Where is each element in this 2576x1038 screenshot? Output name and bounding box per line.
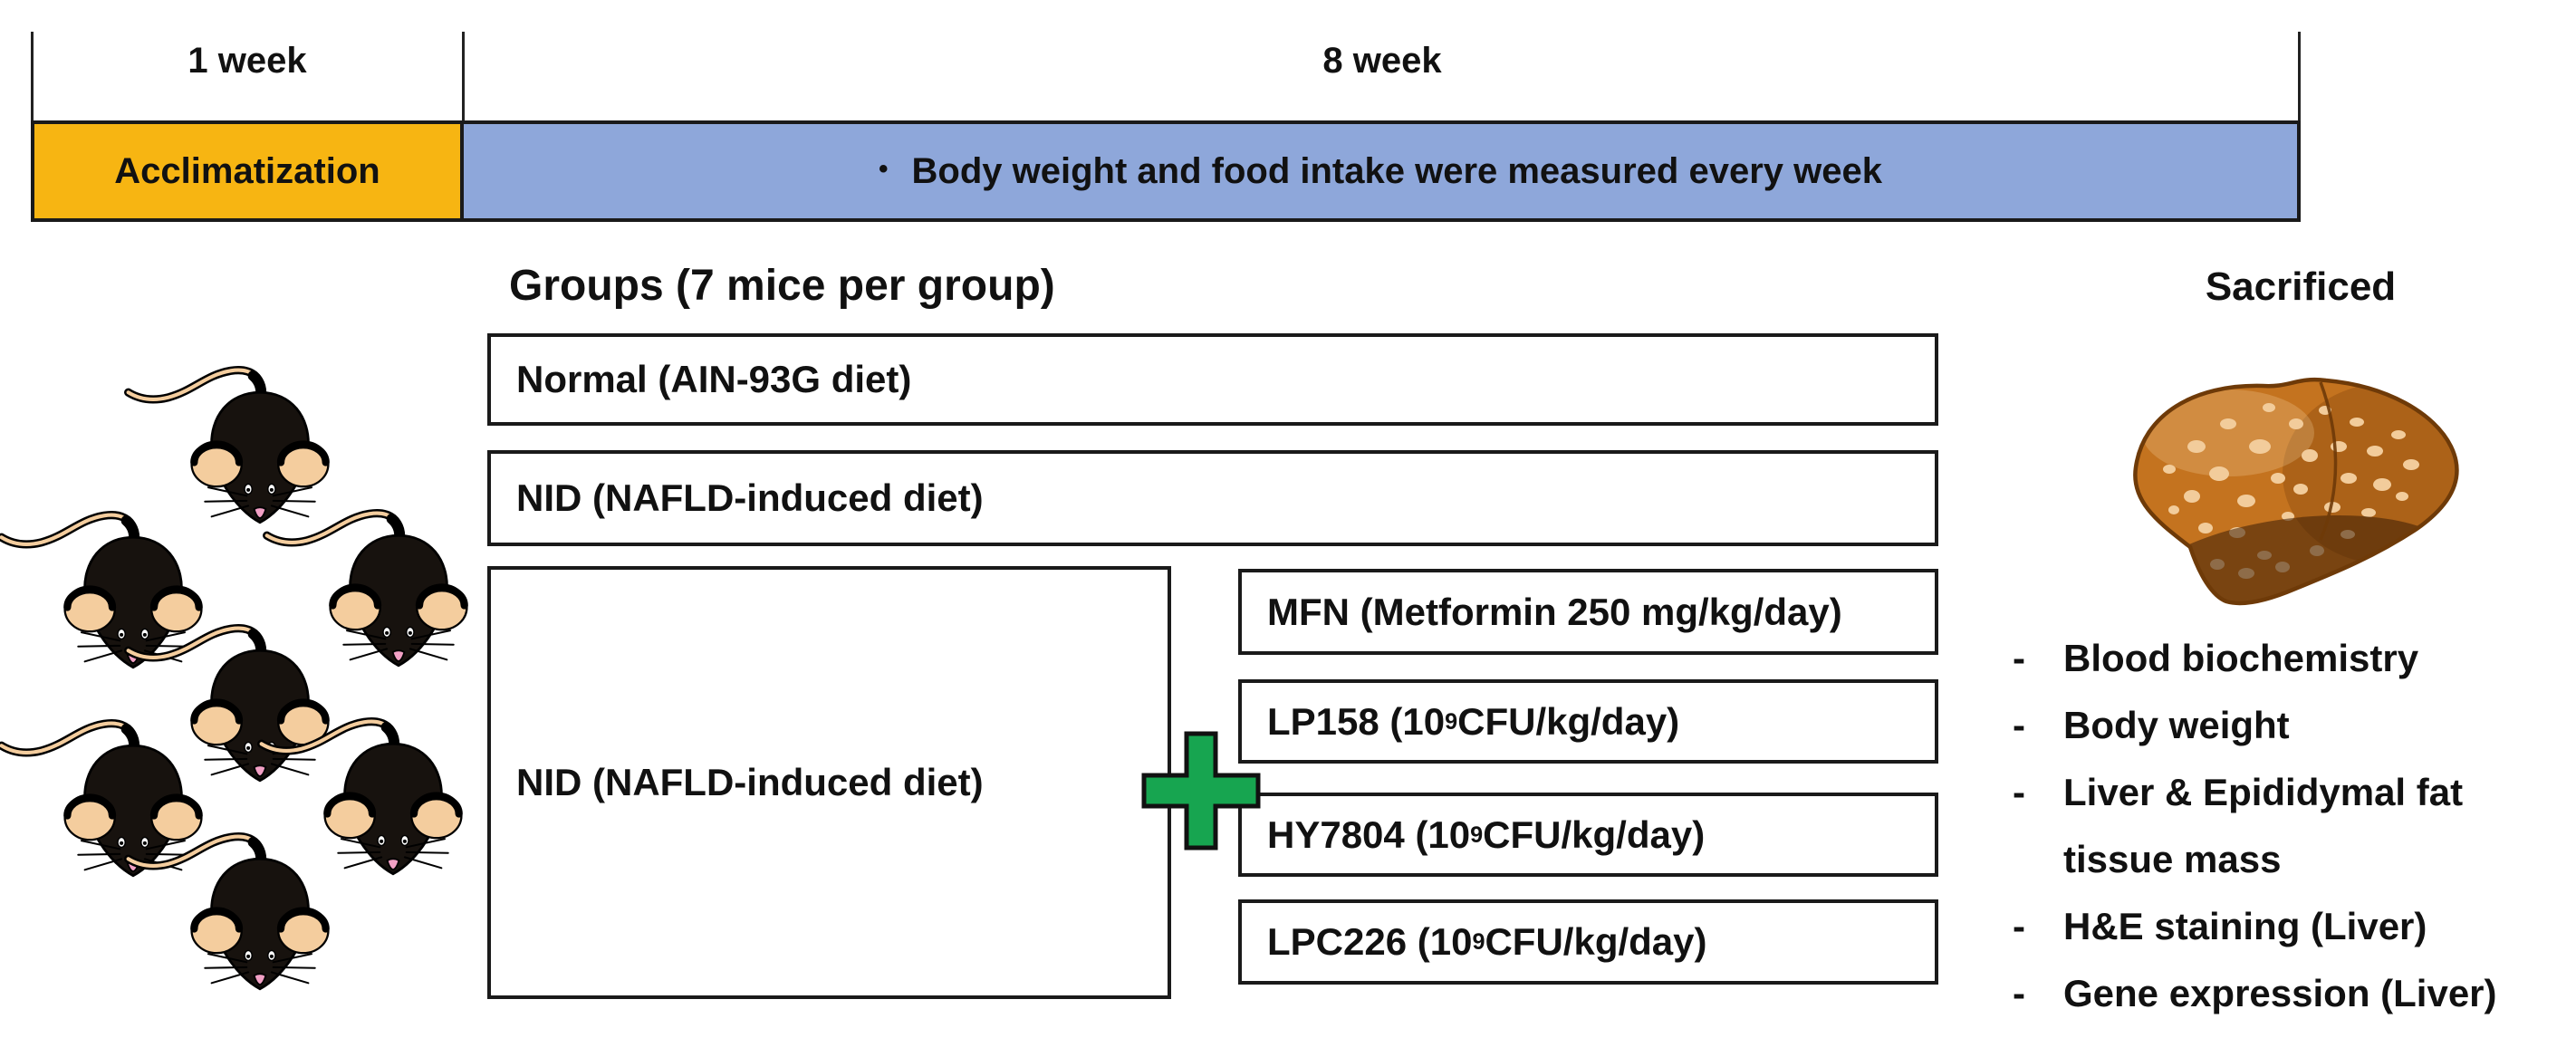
measurement-note: Body weight and food intake were measure… (911, 150, 1882, 191)
treatment-label-lpc226: LPC226 (10 (1267, 920, 1473, 963)
group-box-normal: Normal (AIN-93G diet) (487, 333, 1938, 426)
phase1-duration-label: 1 week (187, 40, 307, 81)
list-item-label: Gene expression (Liver) (2063, 972, 2497, 1014)
mouse-icon (2, 515, 202, 668)
timeline-tick-end (2298, 32, 2301, 121)
mouse-icon (2, 724, 202, 876)
group-box-nid-base: NID (NAFLD-induced diet) (487, 566, 1171, 999)
timeline-tick-mid (462, 32, 465, 121)
sacrificed-title: Sacrificed (2205, 264, 2397, 309)
mouse-icon (129, 837, 329, 989)
treatment-label-lp158-post: CFU/kg/day) (1457, 699, 1680, 743)
treatment-label-hy7804: HY7804 (10 (1267, 812, 1471, 856)
plus-icon (1141, 731, 1261, 851)
mouse-icon (267, 514, 467, 666)
fatty-liver-icon (2133, 377, 2459, 606)
treatment-box-mfn: MFN (Metformin 250 mg/kg/day) (1238, 569, 1938, 655)
list-item: - Body weight (2013, 692, 2574, 759)
treatment-label-lp158: LP158 (10 (1267, 699, 1446, 743)
acclimatization-label: Acclimatization (114, 150, 380, 191)
measurement-cell: • Body weight and food intake were measu… (464, 124, 2297, 218)
list-item-label: Body weight (2063, 704, 2290, 746)
mice-illustration (0, 326, 516, 1038)
group-label-nid-base: NID (NAFLD-induced diet) (516, 761, 984, 803)
timeline-tick-start (31, 32, 34, 121)
group-box-nid: NID (NAFLD-induced diet) (487, 450, 1938, 546)
treatment-label-mfn: MFN (Metformin 250 mg/kg/day) (1267, 590, 1842, 633)
dash-marker: - (2013, 905, 2025, 947)
list-item-label: H&E staining (Liver) (2063, 905, 2427, 947)
measurement-list: - Blood biochemistry - Body weight - Liv… (2013, 625, 2574, 1027)
treatment-box-lp158: LP158 (10 9 CFU/kg/day) (1238, 679, 1938, 764)
mouse-icon (129, 370, 329, 523)
list-item: - Gene expression (Liver) (2013, 960, 2574, 1027)
phase2-duration-label: 8 week (1322, 40, 1442, 81)
group-label-normal: Normal (AIN-93G diet) (516, 358, 912, 400)
dash-marker: - (2013, 771, 2025, 813)
groups-title: Groups (7 mice per group) (509, 262, 1055, 310)
timeline-bar: Acclimatization • Body weight and food i… (31, 120, 2301, 222)
dash-marker: - (2013, 637, 2025, 679)
list-item-label: Liver & Epididymal fat tissue mass (2063, 771, 2464, 880)
group-label-nid: NID (NAFLD-induced diet) (516, 476, 984, 519)
list-item: - H&E staining (Liver) (2013, 893, 2574, 960)
dash-marker: - (2013, 704, 2025, 746)
bullet-icon: • (879, 154, 889, 184)
acclimatization-cell: Acclimatization (34, 124, 464, 218)
treatment-label-hy7804-post: CFU/kg/day) (1483, 812, 1706, 856)
treatment-box-hy7804: HY7804 (10 9 CFU/kg/day) (1238, 793, 1938, 877)
dash-marker: - (2013, 972, 2025, 1014)
list-item: - Blood biochemistry (2013, 625, 2574, 692)
treatment-label-lpc226-post: CFU/kg/day) (1485, 920, 1707, 963)
list-item-label: Blood biochemistry (2063, 637, 2419, 679)
list-item: - Liver & Epididymal fat tissue mass (2013, 759, 2574, 893)
treatment-box-lpc226: LPC226 (10 9 CFU/kg/day) (1238, 899, 1938, 985)
